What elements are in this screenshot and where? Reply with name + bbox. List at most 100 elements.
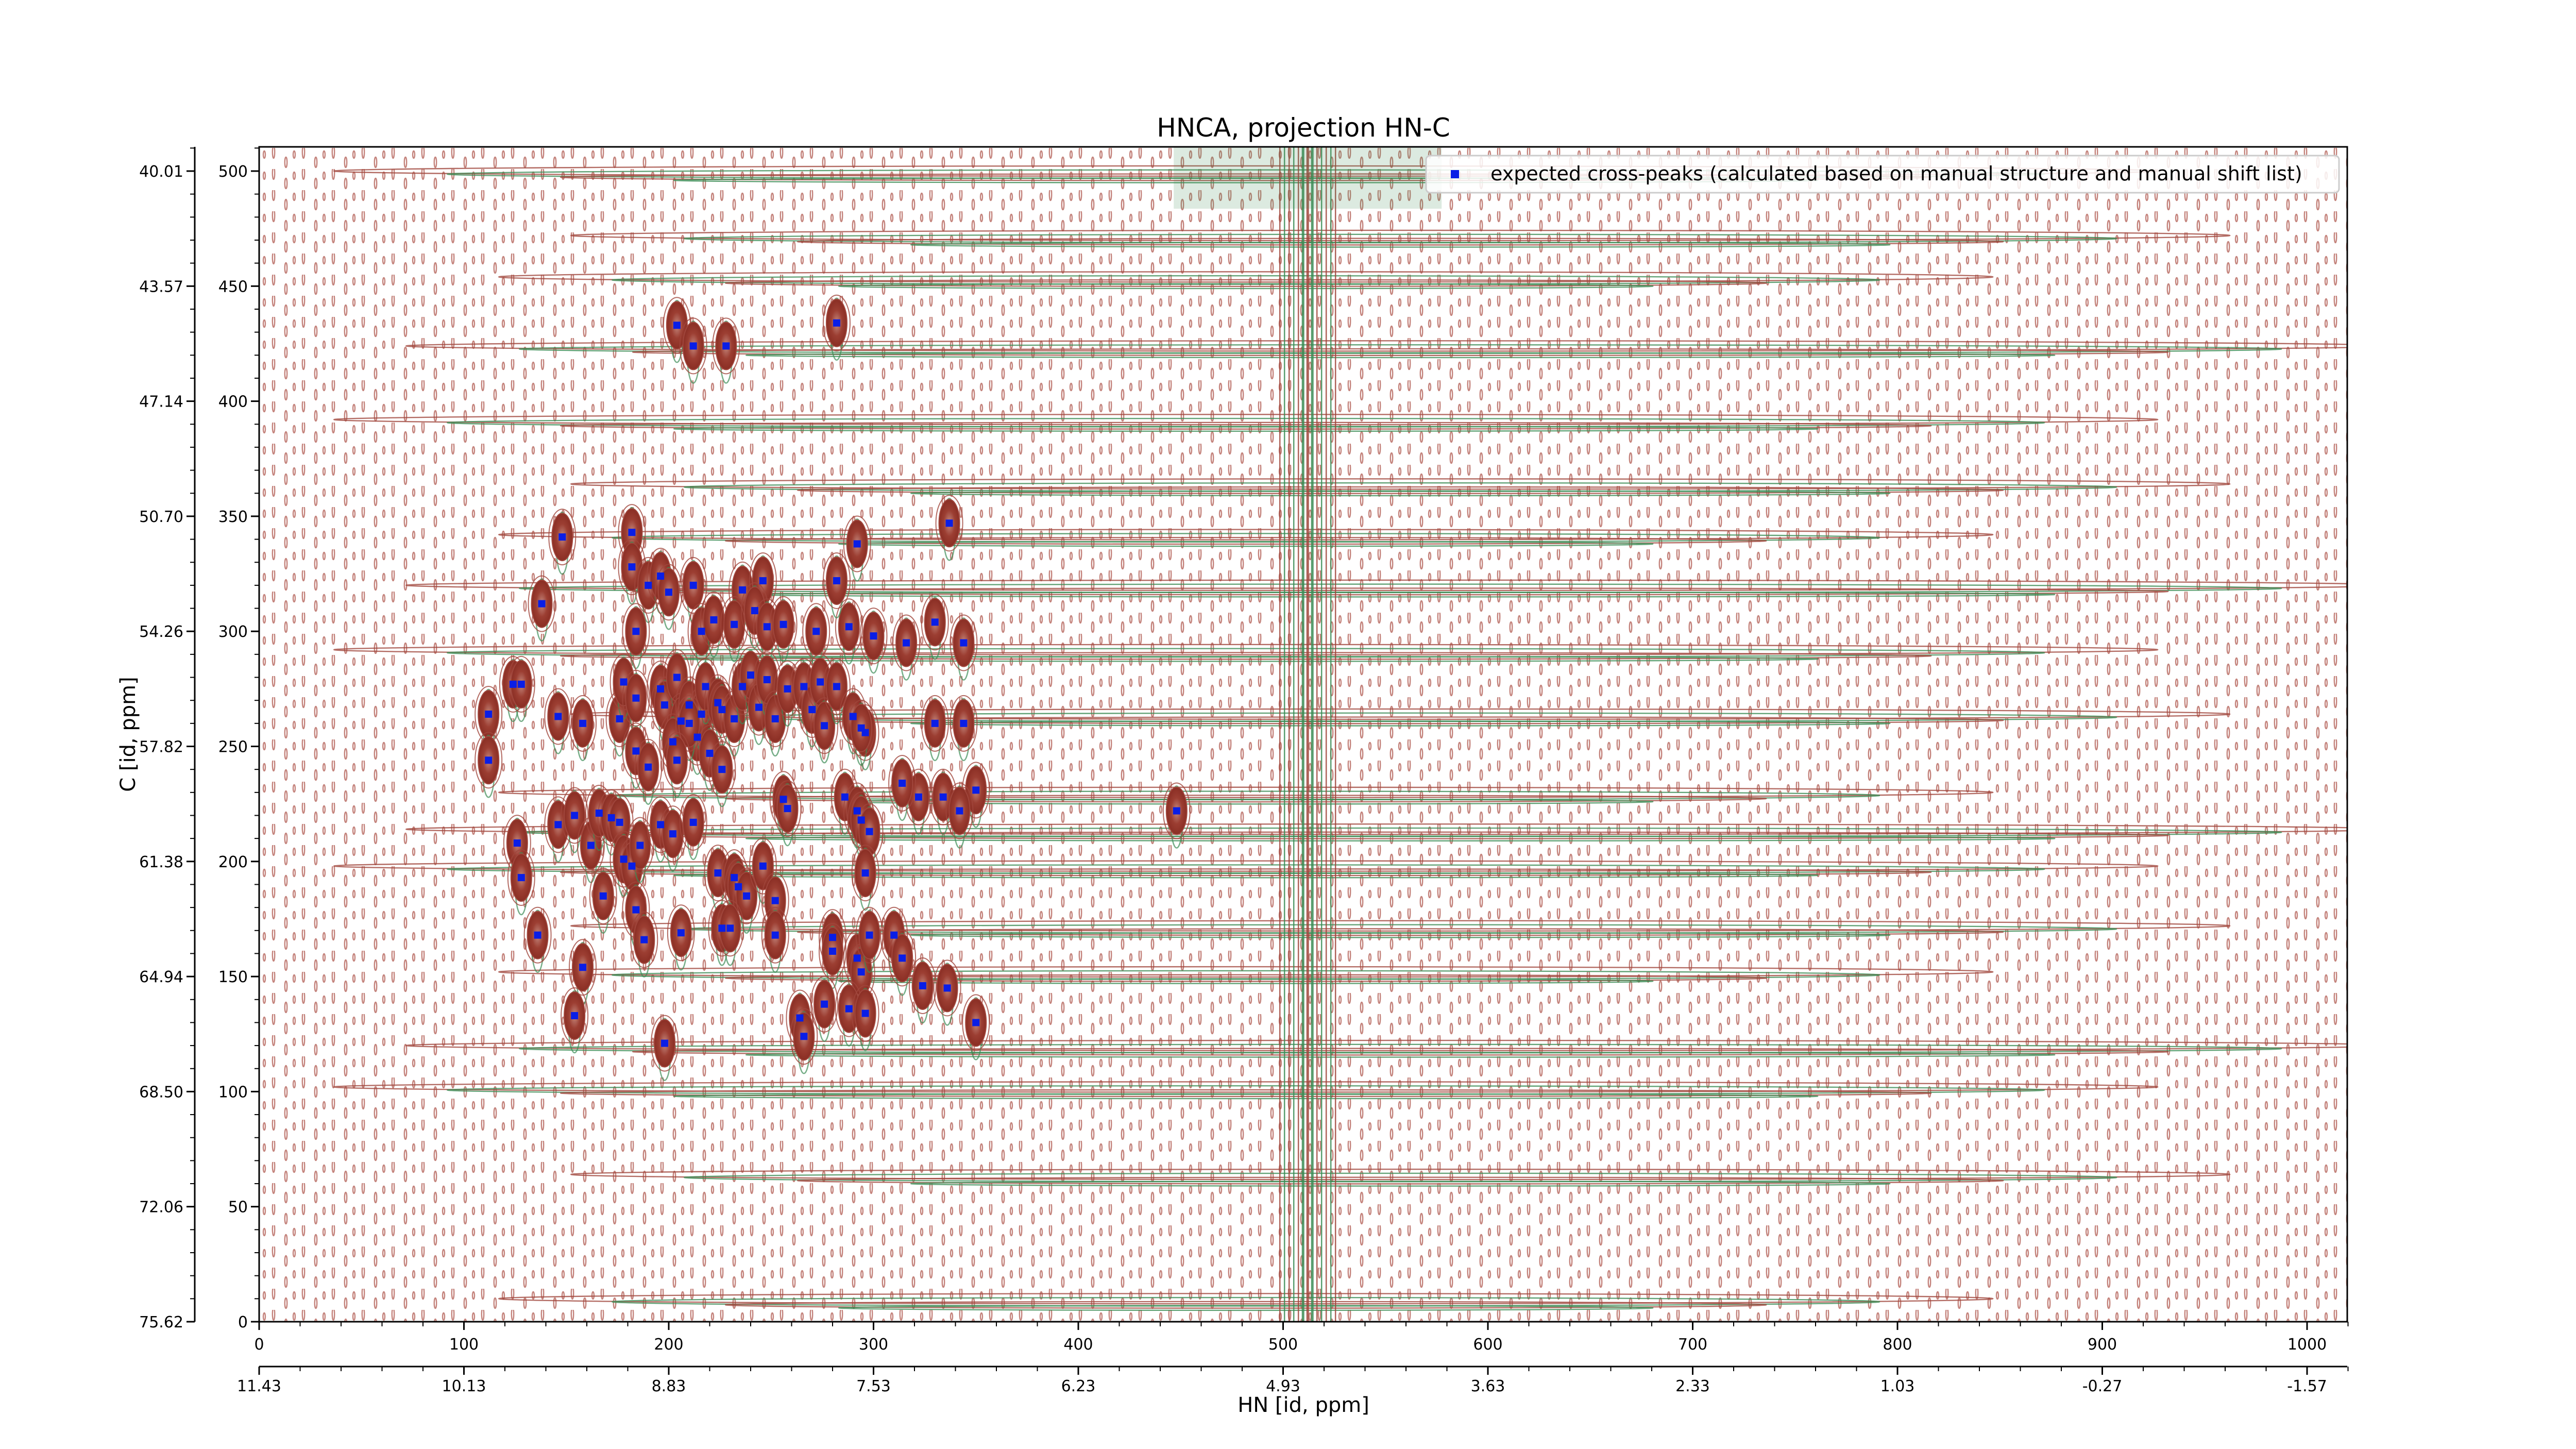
expected-peak-marker bbox=[800, 1033, 808, 1040]
streak-contour bbox=[405, 1039, 2347, 1058]
x-index-tick-label: 200 bbox=[654, 1336, 683, 1354]
x-index-tick-label: 100 bbox=[449, 1336, 479, 1354]
expected-peak-marker bbox=[759, 577, 767, 584]
expected-peak-marker bbox=[718, 766, 726, 773]
expected-peak-marker bbox=[784, 685, 791, 693]
x-index-tick-label: 500 bbox=[1268, 1336, 1298, 1354]
expected-peak-marker bbox=[800, 683, 808, 690]
streak-contour bbox=[333, 644, 2159, 662]
expected-peak-marker bbox=[722, 342, 730, 350]
expected-peak-marker bbox=[628, 529, 636, 536]
y-ppm-tick-label: 43.57 bbox=[139, 278, 183, 296]
x-index-tick-label: 300 bbox=[859, 1336, 888, 1354]
expected-peak-marker bbox=[632, 906, 640, 914]
streak-contour bbox=[333, 860, 2159, 879]
x-index-tick-label: 400 bbox=[1063, 1336, 1093, 1354]
expected-peak-marker bbox=[628, 563, 636, 571]
y-ppm-tick-label: 64.94 bbox=[139, 968, 183, 986]
streak-contour bbox=[405, 579, 2347, 598]
streak-contour bbox=[405, 340, 2347, 359]
expected-peak-marker bbox=[731, 715, 738, 722]
expected-peak-marker bbox=[685, 719, 693, 727]
expected-peak-marker bbox=[718, 706, 726, 714]
expected-peak-marker bbox=[849, 713, 857, 720]
expected-peak-marker bbox=[763, 623, 771, 631]
expected-peak-marker bbox=[689, 818, 697, 826]
expected-peak-marker bbox=[735, 883, 742, 890]
streak-contour bbox=[333, 414, 2159, 432]
y-index-tick-label: 200 bbox=[218, 853, 248, 871]
expected-peak-marker bbox=[731, 874, 738, 882]
streak-contour bbox=[498, 271, 1994, 290]
y-index-tick-label: 50 bbox=[228, 1199, 248, 1217]
solvent-ridge-contours bbox=[1174, 147, 1442, 1322]
streak-contour bbox=[570, 1168, 2231, 1187]
expected-peak-marker bbox=[554, 713, 562, 720]
y-index-tick-label: 100 bbox=[218, 1083, 248, 1101]
expected-peak-marker bbox=[579, 964, 587, 971]
expected-peak-marker bbox=[673, 322, 681, 329]
expected-peak-marker bbox=[517, 680, 525, 688]
streak-contour bbox=[570, 708, 2231, 727]
y-ppm-tick-label: 54.26 bbox=[139, 623, 183, 641]
expected-peak-marker bbox=[821, 722, 828, 730]
y-ppm-tick-label: 50.70 bbox=[139, 508, 183, 526]
horizontal-artifact-contours bbox=[333, 165, 2347, 1311]
expected-peak-marker bbox=[673, 756, 681, 764]
y-index-axis: 0 50 100 150 200 250 300 350 400 450 500 bbox=[218, 147, 259, 1332]
expected-peak-marker bbox=[513, 839, 521, 847]
expected-peak-marker bbox=[571, 1012, 579, 1020]
expected-peak-marker bbox=[657, 572, 665, 580]
y-ppm-tick-label: 75.62 bbox=[139, 1313, 183, 1332]
expected-peak-marker bbox=[771, 931, 779, 939]
x-ppm-tick-label: 4.93 bbox=[1266, 1377, 1300, 1395]
expected-peak-marker bbox=[771, 897, 779, 904]
expected-peak-marker bbox=[632, 694, 640, 702]
expected-peak-marker bbox=[616, 715, 623, 722]
legend-box bbox=[1425, 155, 2340, 194]
expected-peak-marker bbox=[866, 931, 873, 939]
y-index-tick-label: 250 bbox=[218, 738, 248, 756]
expected-peak-markers bbox=[485, 319, 1180, 1047]
expected-peak-marker bbox=[739, 586, 747, 594]
legend: expected cross-peaks (calculated based o… bbox=[1425, 155, 2340, 194]
expected-peak-marker bbox=[485, 756, 493, 764]
streak-contour bbox=[498, 1293, 1994, 1311]
expected-peak-marker bbox=[677, 929, 685, 937]
expected-peak-marker bbox=[931, 618, 939, 626]
y-ppm-tick-label: 68.50 bbox=[139, 1083, 183, 1101]
x-index-tick-label: 0 bbox=[254, 1336, 264, 1354]
x-ppm-tick-label: 2.33 bbox=[1675, 1377, 1710, 1395]
expected-peak-marker bbox=[833, 577, 840, 584]
expected-peak-marker bbox=[939, 793, 947, 801]
expected-peak-marker bbox=[677, 717, 685, 725]
expected-peak-marker bbox=[714, 699, 722, 706]
x-index-tick-label: 600 bbox=[1473, 1336, 1502, 1354]
streak-contour bbox=[498, 966, 1994, 984]
expected-peak-marker bbox=[841, 793, 849, 801]
x-ppm-tick-label: 7.53 bbox=[856, 1377, 891, 1395]
y-index-tick-label: 0 bbox=[238, 1313, 248, 1332]
expected-peak-marker bbox=[779, 796, 787, 803]
x-index-tick-label: 800 bbox=[1883, 1336, 1912, 1354]
expected-peak-marker bbox=[587, 841, 595, 849]
expected-peak-marker bbox=[554, 821, 562, 829]
expected-peak-marker bbox=[914, 793, 922, 801]
expected-peak-marker bbox=[632, 628, 640, 635]
y-ppm-axis: 75.62 72.06 68.50 64.94 61.38 57.82 54.26 50.70… bbox=[139, 147, 195, 1332]
expected-peak-marker bbox=[579, 719, 587, 727]
expected-peak-marker bbox=[853, 954, 861, 962]
expected-peak-marker bbox=[829, 947, 836, 955]
expected-peak-marker bbox=[689, 342, 697, 350]
expected-peak-marker bbox=[870, 632, 877, 640]
expected-peak-marker bbox=[731, 620, 738, 628]
expected-peak-marker bbox=[718, 924, 726, 932]
expected-peak-marker bbox=[759, 862, 767, 870]
expected-peak-marker bbox=[866, 828, 873, 835]
expected-peak-marker bbox=[903, 639, 910, 647]
expected-peak-marker bbox=[960, 719, 968, 727]
expected-peak-marker bbox=[669, 830, 676, 838]
expected-peak-marker bbox=[698, 710, 705, 718]
expected-peak-marker bbox=[607, 814, 615, 821]
